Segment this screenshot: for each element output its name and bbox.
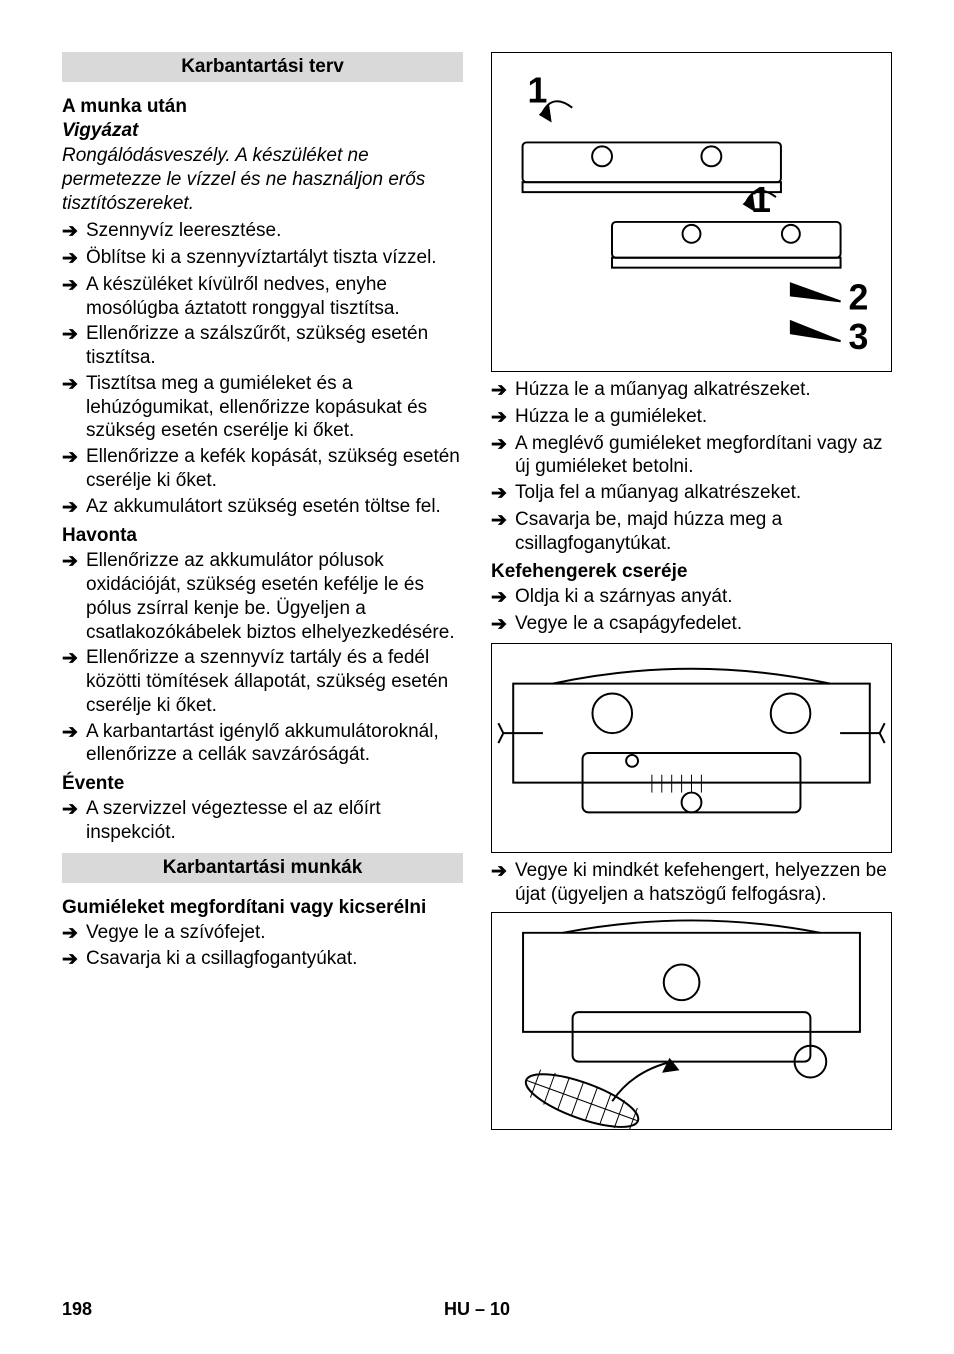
footer-center: HU – 10 [92, 1299, 862, 1320]
figure-label-2: 2 [849, 277, 869, 317]
arrow-icon: ➔ [62, 445, 86, 470]
list-item: ➔Csavarja be, majd húzza meg a csillagfo… [491, 508, 892, 556]
left-column: Karbantartási terv A munka után Vigyázat… [62, 52, 463, 1136]
arrow-icon: ➔ [62, 219, 86, 244]
figure-label-3: 3 [849, 317, 869, 357]
list-item: ➔Tolja fel a műanyag alkatrészeket. [491, 481, 892, 506]
arrow-icon: ➔ [62, 947, 86, 972]
arrow-icon: ➔ [491, 481, 515, 506]
list-item: ➔Öblítse ki a szennyvíztartályt tiszta v… [62, 246, 463, 271]
subheading-monthly: Havonta [62, 525, 463, 547]
arrow-icon: ➔ [62, 921, 86, 946]
arrow-icon: ➔ [491, 612, 515, 637]
figure-label-1b: 1 [751, 180, 771, 220]
arrow-icon: ➔ [62, 322, 86, 347]
list-item: ➔Tisztítsa meg a gumiéleket és a lehúzóg… [62, 372, 463, 443]
figure-brush-rollers [491, 912, 892, 1130]
caution-text: Rongálódásveszély. A készüléket ne perme… [62, 144, 463, 215]
subheading-after-work: A munka után [62, 96, 463, 118]
arrow-icon: ➔ [62, 797, 86, 822]
page-content: Karbantartási terv A munka után Vigyázat… [0, 0, 954, 1136]
arrow-icon: ➔ [62, 549, 86, 574]
arrow-icon: ➔ [62, 372, 86, 397]
list-item: ➔Szennyvíz leeresztése. [62, 219, 463, 244]
figure-squeegee-blades: 1 1 2 3 [491, 52, 892, 372]
arrow-icon: ➔ [491, 405, 515, 430]
subheading-turn-replace-blades: Gumiéleket megfordítani vagy kicserélni [62, 897, 463, 919]
list-item: ➔Oldja ki a szárnyas anyát. [491, 585, 892, 610]
list-item: ➔A szervizzel végeztesse el az előírt in… [62, 797, 463, 845]
page-footer: 198 HU – 10 198 [0, 1299, 954, 1320]
arrow-icon: ➔ [491, 585, 515, 610]
list-item: ➔Ellenőrizze a szennyvíz tartály és a fe… [62, 646, 463, 717]
arrow-icon: ➔ [491, 432, 515, 457]
list-item: ➔A meglévő gumiéleket megfordítani vagy … [491, 432, 892, 480]
arrow-icon: ➔ [491, 859, 515, 884]
list-item: ➔Csavarja ki a csillagfogantyúkat. [62, 947, 463, 972]
arrow-icon: ➔ [62, 646, 86, 671]
list-item: ➔Húzza le a gumiéleket. [491, 405, 892, 430]
caution-label: Vigyázat [62, 120, 463, 142]
list-item: ➔Vegye ki mindkét kefehengert, helyezzen… [491, 859, 892, 907]
arrow-icon: ➔ [62, 495, 86, 520]
arrow-icon: ➔ [62, 720, 86, 745]
page-number: 198 [62, 1299, 92, 1320]
arrow-icon: ➔ [62, 246, 86, 271]
list-item: ➔Vegye le a csapágyfedelet. [491, 612, 892, 637]
subheading-brush-replace: Kefehengerek cseréje [491, 561, 892, 583]
list-item: ➔Ellenőrizze az akkumulátor pólusok oxid… [62, 549, 463, 644]
heading-maintenance-plan: Karbantartási terv [62, 52, 463, 82]
subheading-yearly: Évente [62, 773, 463, 795]
heading-maintenance-work: Karbantartási munkák [62, 853, 463, 883]
figure-label-1a: 1 [528, 71, 548, 111]
list-item: ➔A készüléket kívülről nedves, enyhe mos… [62, 273, 463, 321]
list-item: ➔Ellenőrizze a szálszűrőt, szükség eseté… [62, 322, 463, 370]
arrow-icon: ➔ [62, 273, 86, 298]
list-item: ➔A karbantartást igénylő akkumulátorokná… [62, 720, 463, 768]
list-item: ➔Vegye le a szívófejet. [62, 921, 463, 946]
list-item: ➔Ellenőrizze a kefék kopását, szükség es… [62, 445, 463, 493]
list-item: ➔Húzza le a műanyag alkatrészeket. [491, 378, 892, 403]
arrow-icon: ➔ [491, 378, 515, 403]
right-column: 1 1 2 3 [491, 52, 892, 1136]
arrow-icon: ➔ [491, 508, 515, 533]
list-item: ➔Az akkumulátort szükség esetén töltse f… [62, 495, 463, 520]
figure-bearing-cover [491, 643, 892, 853]
